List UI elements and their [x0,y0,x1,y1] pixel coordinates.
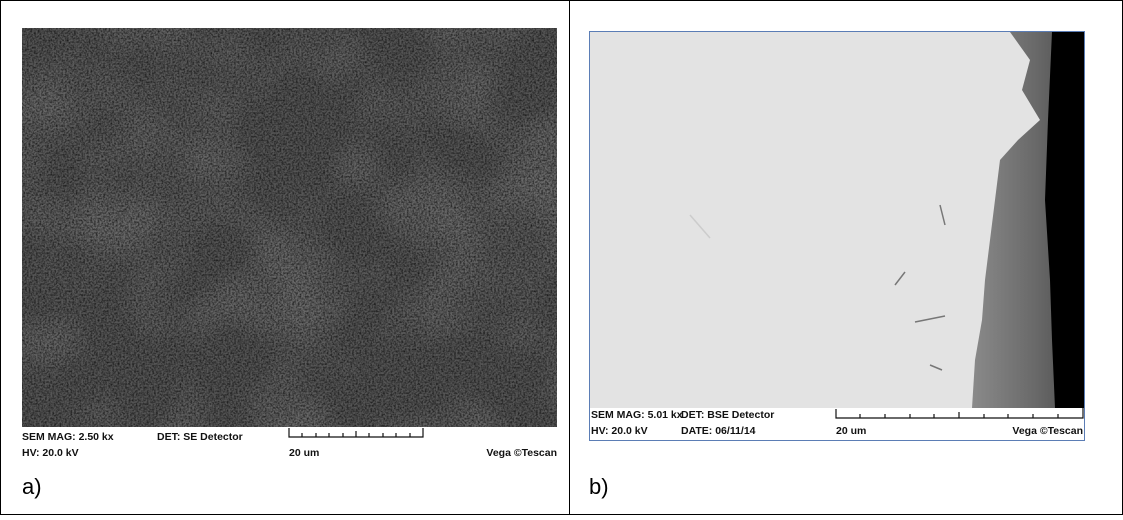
image-grain [22,28,557,427]
scale-bar [288,428,424,438]
info-text: DATE: 06/11/14 [681,425,756,437]
scale-bar [835,408,1084,419]
sem-image-a [22,28,557,427]
inclusions [689,204,946,371]
info-text: Vega ©Tescan [486,447,557,459]
image-border [589,31,1085,441]
info-text: Vega ©Tescan [1012,425,1083,437]
info-text: 20 um [836,425,866,437]
panel-label: a) [22,474,42,499]
background-edge [1045,32,1084,408]
info-text: HV: 20.0 kV [591,425,648,437]
info-text: SEM MAG: 2.50 kx [22,431,114,443]
sem-image-b [589,31,1085,441]
info-text: DET: BSE Detector [681,409,774,421]
info-text: SEM MAG: 5.01 kx [591,409,683,421]
panel-label: b) [589,474,609,499]
info-text: DET: SE Detector [157,431,243,443]
info-text: HV: 20.0 kV [22,447,79,459]
info-text: 20 um [289,447,319,459]
info-bar [590,408,1084,440]
